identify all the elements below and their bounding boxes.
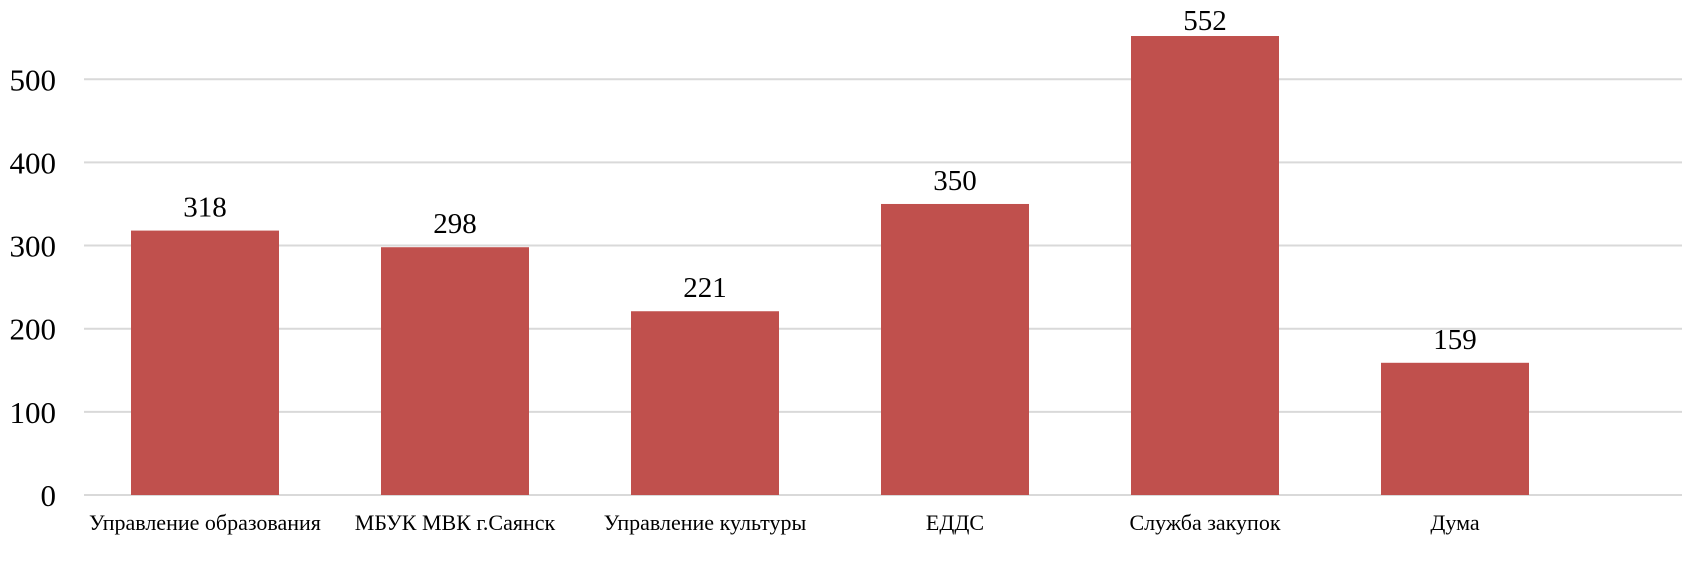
data-label: 159 — [1433, 324, 1477, 356]
x-category-label: Дума — [1430, 510, 1479, 535]
bar — [631, 311, 779, 495]
data-label: 318 — [183, 192, 227, 224]
data-labels: 318 298 221 350 552 159 — [183, 5, 1477, 356]
y-tick-label: 0 — [41, 478, 57, 513]
x-category-label: Управление культуры — [604, 510, 807, 535]
y-tick-label: 300 — [10, 229, 57, 264]
x-category-label: Управление образования — [89, 510, 321, 535]
bars — [131, 36, 1529, 496]
x-axis-category-labels: Управление образования МБУК МВК г.Саянск У… — [89, 510, 1480, 535]
bar — [131, 230, 279, 495]
data-label: 298 — [433, 208, 477, 240]
bar — [381, 247, 529, 495]
data-label: 552 — [1183, 5, 1227, 37]
bar — [881, 203, 1029, 495]
data-label: 221 — [683, 272, 727, 304]
x-category-label: ЕДДС — [926, 510, 984, 535]
bar — [1131, 36, 1279, 496]
x-category-label: МБУК МВК г.Саянск — [355, 510, 556, 535]
y-tick-label: 500 — [10, 62, 57, 97]
data-label: 350 — [933, 165, 977, 197]
y-axis-tick-labels: 0 100 200 300 400 500 — [10, 62, 57, 513]
y-tick-label: 100 — [10, 395, 57, 430]
x-category-label: Служба закупок — [1129, 510, 1280, 535]
y-tick-label: 400 — [10, 145, 57, 180]
y-tick-label: 200 — [10, 312, 57, 347]
bar — [1381, 362, 1529, 495]
